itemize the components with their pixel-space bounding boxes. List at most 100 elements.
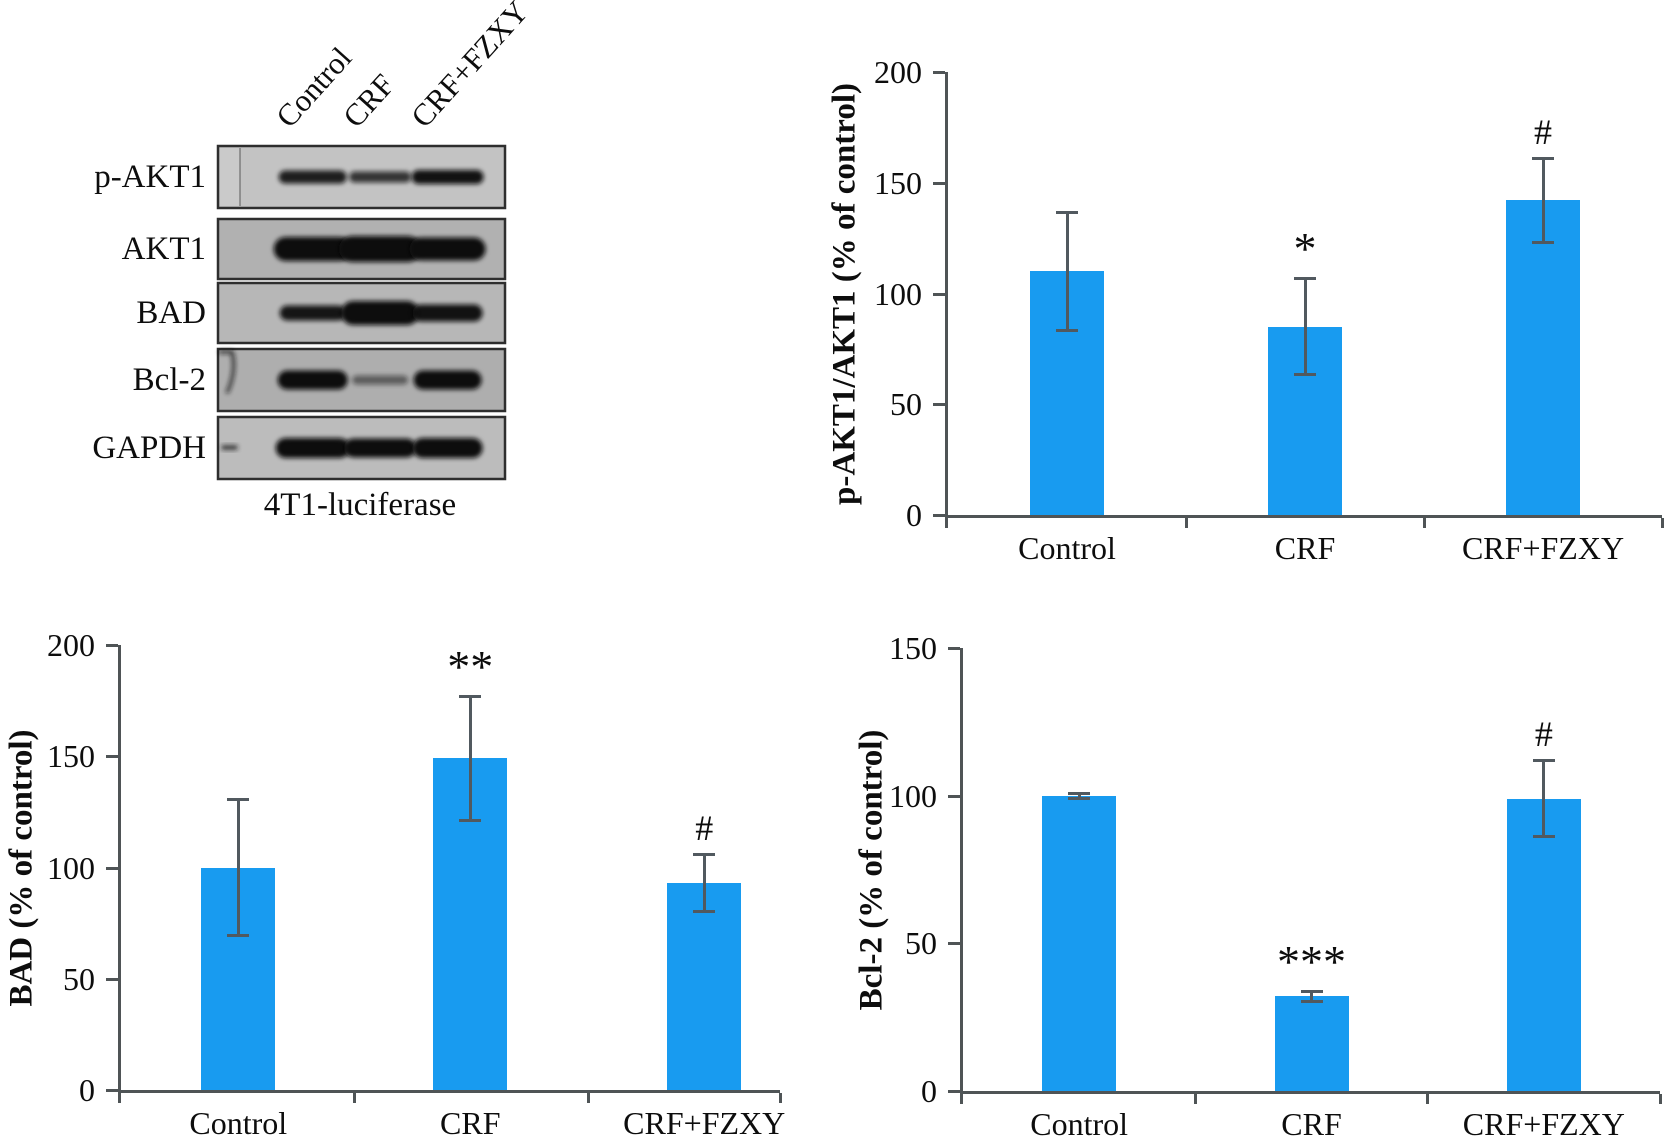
blot-row-label: BAD [136,295,206,331]
error-bar-cap-top [227,797,250,801]
blot-band [349,171,412,183]
y-tick-mark [933,181,945,185]
blot-band [278,170,347,184]
error-bar-cap-bottom [227,934,250,938]
y-tick-label: 50 [905,925,937,962]
error-bar-cap-bottom [1294,373,1316,377]
y-tick-label: 100 [874,275,922,312]
y-axis-line [945,72,948,518]
blot-image [216,144,507,481]
error-bar-line [1310,990,1313,1003]
x-tick-mark [1658,1094,1662,1104]
error-bar-cap-bottom [1532,835,1555,838]
x-tick-mark [1422,518,1426,528]
blot-band [275,438,350,458]
error-bar-line [1065,211,1069,332]
error-bar-line [1303,277,1307,376]
blot-band [413,370,482,390]
significance-marker: # [1534,714,1553,755]
error-bar-cap-bottom [1532,240,1554,244]
blot-band [412,438,483,458]
error-bar-cap-bottom [459,818,482,822]
x-category-label: CRF [1281,1106,1342,1139]
significance-marker: # [1534,112,1552,153]
y-axis-line [960,648,963,1094]
y-tick-label: 150 [874,164,922,201]
bar-crf [433,758,508,1090]
blot-row-label: Bcl-2 [132,362,206,398]
x-tick-mark [945,518,948,528]
error-bar-cap-bottom [693,910,716,913]
bar-crf [1268,326,1342,515]
y-axis-title: p-AKT1/AKT1 (% of control) [826,82,863,505]
y-tick-label: 150 [889,630,937,666]
y-axis-line [118,645,121,1093]
error-bar-cap-top [1294,276,1316,280]
error-bar-line [1541,158,1545,243]
bar-crf+fzxy [1506,798,1581,1091]
x-tick-mark [1426,1094,1430,1104]
x-tick-mark [1660,518,1664,528]
y-tick-label: 0 [906,497,922,533]
error-bar-cap-bottom [1300,1000,1323,1004]
error-bar-line [236,798,240,937]
x-category-label: CRF+FZXY [1462,1106,1625,1139]
x-axis-line [960,1091,1660,1094]
x-category-label: CRF [1274,530,1336,566]
x-tick-mark [1184,518,1188,528]
x-tick-mark [118,1093,121,1103]
significance-marker: * [1293,222,1317,274]
blot-band [341,301,420,325]
y-tick-label: 100 [47,849,95,886]
y-tick-mark [948,1090,960,1093]
error-bar-line [1542,760,1546,837]
significance-marker: ** [447,641,494,693]
error-bar-cap-top [1056,210,1078,214]
bar-control [201,867,276,1090]
y-tick-label: 150 [47,738,95,775]
blot-row-label: AKT1 [121,231,206,267]
blot-artifact [221,445,238,450]
error-bar-cap-top [1532,759,1555,763]
blot-band [344,438,417,458]
y-axis-title: BAD (% of control) [3,728,40,1007]
x-tick-mark [586,1093,590,1103]
y-tick-mark [933,292,945,296]
y-tick-label: 200 [47,627,95,663]
bar-crf+fzxy [667,883,742,1090]
y-tick-mark [948,647,960,650]
blot-artifact [220,148,240,206]
y-tick-label: 200 [874,54,922,90]
error-bar-line [468,696,472,821]
bar-crf [1274,996,1349,1091]
x-category-label: Control [189,1105,288,1139]
error-bar-cap-top [1532,157,1554,161]
error-bar-line [1077,792,1081,799]
blot-band [339,236,422,262]
significance-marker: # [695,808,714,849]
blot-band [412,304,483,322]
blot-band [277,370,348,390]
error-bar-cap-top [1300,989,1323,993]
y-tick-mark [933,514,945,517]
blot-band [409,237,486,261]
significance-marker: *** [1277,935,1346,987]
x-tick-mark [353,1093,357,1103]
blot-row-label: p-AKT1 [94,159,206,195]
blot-band [352,375,409,385]
blot-artifact [219,350,236,394]
error-bar-cap-top [459,695,482,699]
error-bar-cap-bottom [1068,796,1091,800]
error-bar-line [702,854,706,912]
blot-row-label: GAPDH [92,430,206,466]
x-category-label: CRF+FZXY [1461,530,1625,566]
y-tick-label: 50 [63,960,95,997]
error-bar-cap-bottom [1056,329,1078,333]
x-category-label: CRF+FZXY [623,1105,786,1139]
y-tick-mark [933,403,945,407]
blot-artifact [239,148,241,206]
blot-caption: 4T1-luciferase [263,487,457,523]
x-tick-mark [960,1094,963,1104]
x-axis-line [118,1090,780,1093]
